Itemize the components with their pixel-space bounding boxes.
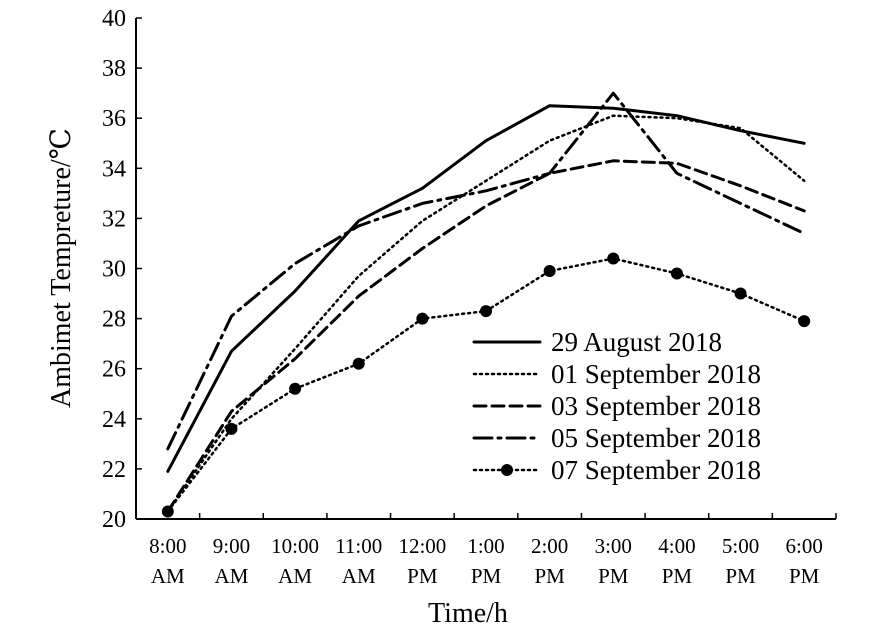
x-axis-ticks: 8:00 AM 9:00 AM 10:00 AM 11:00 AM 12:00 PM 1:00 PM 2… — [149, 513, 837, 588]
legend-label-3: 03 September 2018 — [551, 391, 761, 421]
x-tick-label-period: PM — [407, 564, 438, 588]
series-5-point — [225, 422, 238, 435]
x-tick-label-period: AM — [215, 564, 249, 588]
x-tick-label-period: AM — [278, 564, 312, 588]
series-line-4 — [166, 91, 806, 451]
y-tick-label: 26 — [102, 357, 126, 383]
x-tick-label-time: 8:00 — [149, 534, 186, 558]
x-tick-label-time: 12:00 — [398, 534, 446, 558]
series-5-point — [543, 265, 556, 278]
x-tick-label-time: 1:00 — [467, 534, 504, 558]
y-tick-label: 28 — [102, 307, 126, 333]
x-tick-label-time: 2:00 — [531, 534, 568, 558]
series-line-3 — [166, 159, 806, 513]
y-tick-label: 38 — [102, 56, 126, 82]
x-tick-label-time: 11:00 — [335, 534, 382, 558]
y-tick-label: 20 — [102, 507, 126, 533]
x-tick-label-time: 5:00 — [722, 534, 759, 558]
series-5-point — [416, 312, 429, 325]
y-axis-ticks: 20 22 24 26 28 30 32 34 36 38 40 — [102, 6, 142, 533]
series-5-point — [798, 315, 811, 328]
legend-label-1: 29 August 2018 — [551, 327, 722, 357]
legend-label-4: 05 September 2018 — [551, 423, 761, 453]
legend-label-2: 01 September 2018 — [551, 359, 761, 389]
x-tick-label-period: PM — [789, 564, 820, 588]
x-tick-label-period: AM — [342, 564, 376, 588]
y-tick-label: 36 — [102, 106, 126, 132]
series-5-point — [670, 267, 683, 280]
series-5-point — [289, 382, 302, 395]
x-tick-label-time: 6:00 — [786, 534, 823, 558]
x-tick-label-time: 10:00 — [271, 534, 319, 558]
y-tick-label: 34 — [102, 156, 126, 182]
y-axis-title: Ambimet Tempreture/℃ — [46, 128, 77, 408]
x-tick-label-time: 4:00 — [658, 534, 695, 558]
series-5-point — [480, 305, 492, 318]
series-5-point — [161, 505, 174, 518]
series-5-point — [734, 287, 747, 300]
x-tick-label-time: 9:00 — [213, 534, 250, 558]
legend-marker-5 — [501, 464, 513, 476]
series-5-point — [352, 357, 365, 370]
x-tick-label-period: PM — [534, 564, 565, 588]
series-5-point — [607, 252, 620, 265]
x-tick-label-period: PM — [471, 564, 502, 588]
x-tick-label-period: PM — [662, 564, 693, 588]
x-tick-label-time: 3:00 — [595, 534, 632, 558]
y-tick-label: 24 — [102, 407, 126, 433]
series-layer — [161, 91, 811, 518]
y-tick-label: 30 — [102, 257, 126, 283]
legend-label-5: 07 September 2018 — [551, 455, 761, 485]
y-tick-label: 40 — [102, 6, 126, 32]
y-tick-label: 22 — [102, 457, 126, 483]
x-tick-label-period: PM — [598, 564, 629, 588]
series-line-2 — [166, 114, 806, 513]
x-tick-label-period: PM — [725, 564, 756, 588]
y-tick-label: 32 — [102, 206, 126, 232]
x-axis-title: Time/h — [428, 598, 508, 629]
x-tick-label-period: AM — [151, 564, 185, 588]
